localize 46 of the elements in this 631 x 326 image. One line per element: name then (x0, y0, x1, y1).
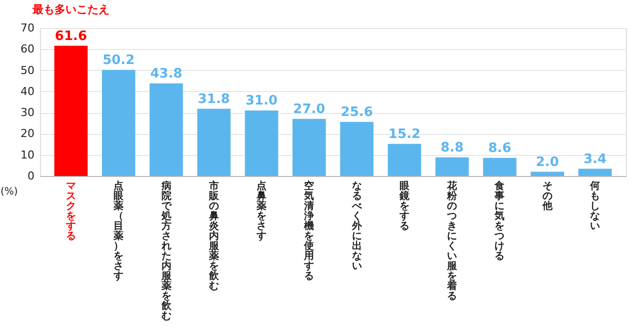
bar (54, 46, 88, 176)
bar (388, 144, 422, 176)
y-tick-label: 0 (28, 170, 34, 182)
data-label: 61.6 (54, 28, 88, 44)
data-label: 31.8 (198, 92, 230, 107)
bar (483, 158, 516, 176)
bar (530, 172, 564, 176)
data-label: 15.2 (388, 126, 420, 142)
bar (340, 122, 374, 176)
bar (150, 83, 183, 176)
y-tick-label: 50 (20, 64, 34, 77)
category-label: なるべく外に出ない (352, 181, 362, 272)
data-label: 43.8 (150, 66, 182, 82)
y-tick-label: 30 (20, 106, 34, 120)
bar (435, 157, 469, 176)
data-label: 25.6 (340, 104, 373, 120)
x-tick-label: マスクをする (64, 181, 76, 242)
x-tick-label: その他 (541, 181, 554, 212)
x-tick-label: 点鼻薬をさす (256, 180, 267, 242)
bar (102, 70, 136, 176)
data-label: 8.8 (440, 140, 464, 156)
bar (197, 108, 231, 176)
x-tick-label: 食事に気をつける (494, 180, 505, 262)
category-label: 病院で処方された内服薬を飲む (161, 181, 172, 322)
data-label: 31.0 (246, 93, 278, 108)
y-tick-label: 40 (20, 84, 34, 98)
y-axis-title: (%) (0, 186, 18, 198)
bar (244, 110, 278, 176)
y-tick-label: 10 (20, 148, 34, 162)
data-label: 8.6 (488, 140, 512, 156)
y-tick-label: 70 (20, 22, 34, 34)
x-tick-label: 何もしない (589, 180, 600, 232)
category-label: 空気清浄機を使用する (304, 181, 314, 282)
data-label: 3.4 (584, 152, 607, 167)
data-label: 2.0 (536, 154, 559, 170)
category-label: 花粉のつきにくい服を着る (447, 181, 458, 302)
data-label: 50.2 (102, 52, 135, 68)
y-tick-label: 20 (20, 127, 34, 140)
category-label: 市販の鼻炎内服薬を飲む (208, 181, 219, 292)
data-label: 27.0 (293, 102, 326, 117)
bar (292, 118, 326, 176)
bar (578, 168, 612, 176)
x-tick-label: 眼鏡をする (398, 180, 410, 232)
category-label: 点眼薬（目薬）をさす (114, 181, 124, 282)
text: 最も多いこたえ (31, 3, 110, 16)
y-tick-label: 60 (20, 42, 34, 56)
